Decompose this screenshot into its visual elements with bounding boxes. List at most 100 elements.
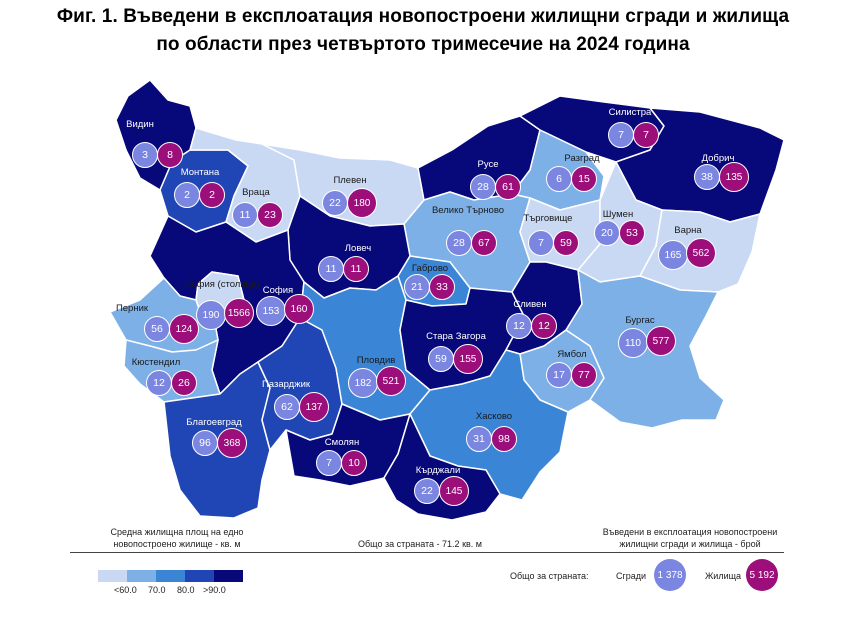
dwellings-count-bubble: 577: [646, 326, 676, 356]
region-label: Разград: [564, 153, 600, 164]
buildings-count-bubble: 3: [132, 142, 158, 168]
dwellings-count-bubble: 33: [429, 274, 455, 300]
legend-counts-title-line2: жилищни сгради и жилища - брой: [619, 539, 761, 549]
dwellings-count-bubble: 10: [341, 450, 367, 476]
buildings-count-bubble: 153: [256, 296, 286, 326]
region-label: Смолян: [324, 437, 360, 448]
buildings-count-bubble: 28: [446, 230, 472, 256]
buildings-count-bubble: 12: [506, 313, 532, 339]
dwellings-count-bubble: 180: [347, 188, 377, 218]
region-label: Ловеч: [344, 243, 372, 254]
dwellings-count-bubble: 12: [531, 313, 557, 339]
dwellings-count-bubble: 59: [553, 230, 579, 256]
dwellings-count-bubble: 368: [217, 428, 247, 458]
legend-buildings-label: Сгради: [616, 571, 647, 581]
dwellings-count-bubble: 160: [284, 294, 314, 324]
dwellings-count-bubble: 124: [169, 314, 199, 344]
region-label: София: [262, 285, 294, 296]
buildings-count-bubble: 22: [322, 190, 348, 216]
dwellings-count-bubble: 11: [343, 256, 369, 282]
buildings-count-bubble: 21: [404, 274, 430, 300]
legend-area-title-line2: новопостроено жилище - кв. м: [113, 539, 241, 549]
region-kardzhali[interactable]: [383, 413, 501, 521]
buildings-count-bubble: 59: [428, 346, 454, 372]
dwellings-count-bubble: 1566: [224, 298, 254, 328]
region-label: Пазарджик: [261, 379, 311, 390]
legend-country-average: Общо за страната - 71.2 кв. м: [358, 539, 482, 549]
dwellings-count-bubble: 98: [491, 426, 517, 452]
legend-tick-4: >90.0: [203, 585, 226, 595]
dwellings-count-bubble: 61: [495, 174, 521, 200]
legend-dwellings-label: Жилища: [705, 571, 742, 581]
buildings-count-bubble: 7: [316, 450, 342, 476]
legend-divider: [70, 552, 784, 553]
buildings-count-bubble: 96: [192, 430, 218, 456]
legend-scale-class2: [127, 570, 156, 582]
buildings-count-bubble: 190: [196, 300, 226, 330]
dwellings-count-bubble: 77: [571, 362, 597, 388]
dwellings-count-bubble: 137: [299, 392, 329, 422]
dwellings-count-bubble: 8: [157, 142, 183, 168]
region-label: Ямбол: [557, 349, 587, 360]
dwellings-count-bubble: 7: [633, 122, 659, 148]
legend-counts-title: Въведени в експлоатация новопостроени жи…: [590, 526, 790, 550]
region-label: Русе: [477, 159, 499, 170]
buildings-count-bubble: 62: [274, 394, 300, 420]
legend-buildings-total: 1 378: [654, 559, 686, 591]
dwellings-count-bubble: 15: [571, 166, 597, 192]
dwellings-count-bubble: 135: [719, 162, 749, 192]
dwellings-count-bubble: 2: [199, 182, 225, 208]
legend-tick-2: 70.0: [148, 585, 166, 595]
legend-area-title-line1: Средна жилищна площ на едно: [110, 527, 244, 537]
legend-dwellings-total: 5 192: [746, 559, 778, 591]
region-label: Монтана: [180, 167, 220, 178]
legend-total-label: Общо за страната:: [510, 571, 589, 581]
dwellings-count-bubble: 67: [471, 230, 497, 256]
region-label: Варна: [674, 225, 702, 236]
region-label: София (столица): [184, 279, 260, 290]
legend-scale-class1: [98, 570, 127, 582]
region-label: Благоевград: [186, 417, 242, 428]
buildings-count-bubble: 28: [470, 174, 496, 200]
dwellings-count-bubble: 23: [257, 202, 283, 228]
buildings-count-bubble: 12: [146, 370, 172, 396]
buildings-count-bubble: 38: [694, 164, 720, 190]
buildings-count-bubble: 22: [414, 478, 440, 504]
region-label: Видин: [126, 119, 154, 130]
region-label: Хасково: [475, 411, 513, 422]
buildings-count-bubble: 7: [608, 122, 634, 148]
region-label: Габрово: [411, 263, 449, 274]
legend-scale-class4: [185, 570, 214, 582]
dwellings-count-bubble: 26: [171, 370, 197, 396]
figure-title-line2: по области през четвъртото тримесечие на…: [156, 34, 690, 55]
dwellings-count-bubble: 155: [453, 344, 483, 374]
buildings-count-bubble: 6: [546, 166, 572, 192]
legend-tick-3: 80.0: [177, 585, 195, 595]
dwellings-count-bubble: 53: [619, 220, 645, 246]
legend-counts-title-line1: Въведени в експлоатация новопостроени: [602, 527, 778, 537]
legend-tick-1: <60.0: [114, 585, 137, 595]
legend-scale-class5: [214, 570, 243, 582]
buildings-count-bubble: 7: [528, 230, 554, 256]
dwellings-count-bubble: 562: [686, 238, 716, 268]
region-label: Перник: [115, 303, 149, 314]
region-label: Силистра: [608, 107, 652, 118]
region-label: Кюстендил: [131, 357, 181, 368]
region-label: Търговище: [523, 213, 573, 224]
buildings-count-bubble: 11: [232, 202, 258, 228]
buildings-count-bubble: 31: [466, 426, 492, 452]
region-label: Добрич: [701, 153, 735, 164]
buildings-count-bubble: 165: [658, 240, 688, 270]
region-label: Плевен: [333, 175, 367, 186]
region-label: Враца: [242, 187, 270, 198]
region-label: Бургас: [625, 315, 655, 326]
figure-title-line1: Фиг. 1. Въведени в експлоатация новопост…: [56, 6, 790, 27]
region-label: Стара Загора: [426, 331, 486, 342]
region-label: Шумен: [602, 209, 634, 220]
region-label: Кърджали: [415, 465, 461, 476]
buildings-count-bubble: 2: [174, 182, 200, 208]
dwellings-count-bubble: 521: [376, 366, 406, 396]
buildings-count-bubble: 11: [318, 256, 344, 282]
buildings-count-bubble: 17: [546, 362, 572, 388]
legend-scale-class3: [156, 570, 185, 582]
